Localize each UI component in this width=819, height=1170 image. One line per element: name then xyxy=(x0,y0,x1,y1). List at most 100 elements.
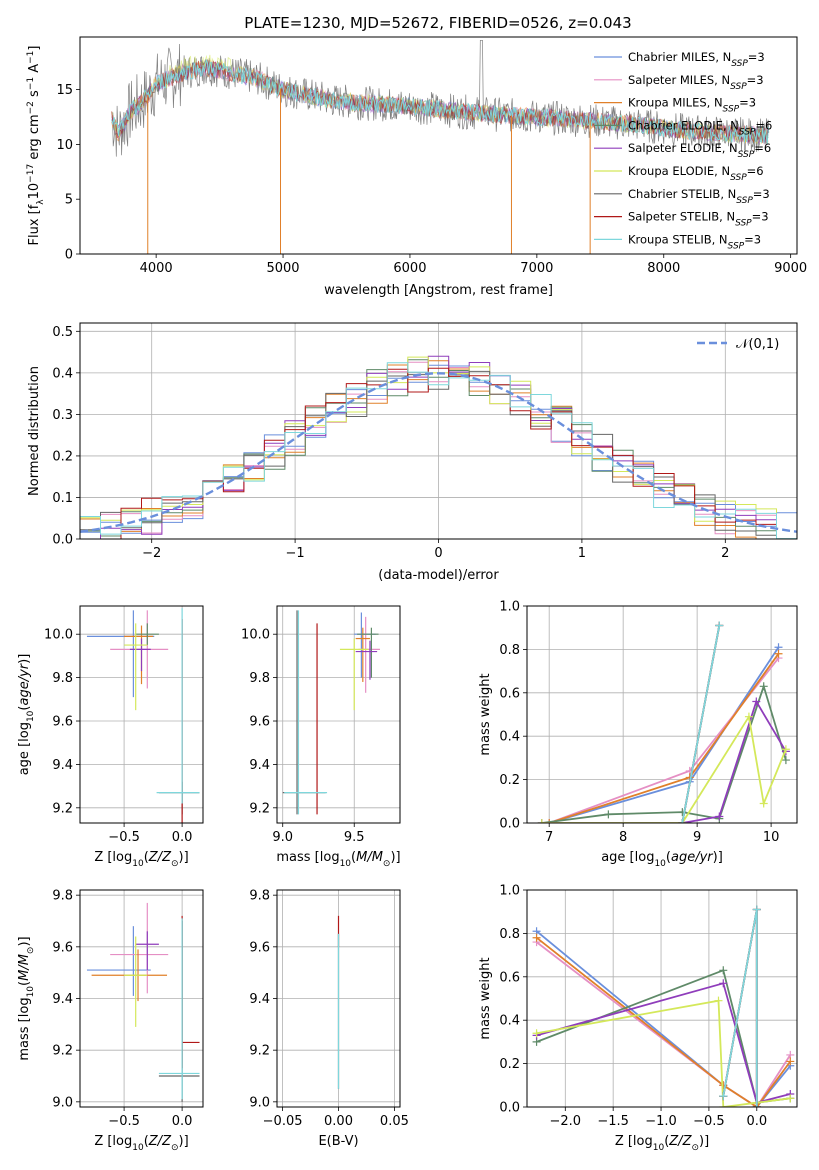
y-tick-label: 0.6 xyxy=(499,686,520,701)
x-axis-label-part: ( xyxy=(664,1134,669,1149)
weight-point xyxy=(781,745,790,754)
axes-frame xyxy=(526,605,798,824)
legend-label-part: SSP xyxy=(730,173,747,183)
weight-point xyxy=(715,621,724,630)
ebv-mass-plot xyxy=(277,890,400,1107)
y-tick-label: 0.4 xyxy=(499,730,520,745)
x-tick-label: 0 xyxy=(434,546,442,561)
x-axis-label-part: )] xyxy=(179,850,189,865)
x-axis-label-part: ⊙ xyxy=(171,859,179,869)
x-tick-label: −0.5 xyxy=(693,1114,725,1129)
x-axis-label-part: Z [log xyxy=(615,1134,653,1149)
legend-label: Chabrier ELODIE, NSSP=6 xyxy=(628,118,772,137)
x-tick-label: 9000 xyxy=(774,261,807,276)
x-axis-label-part: ⊙ xyxy=(691,1143,699,1153)
x-axis-label-part: )] xyxy=(390,850,400,865)
weight-point xyxy=(715,812,724,821)
y-tick-label: 0.1 xyxy=(52,491,73,506)
y-tick-label: 0.2 xyxy=(52,449,73,464)
axes-frame xyxy=(79,36,798,255)
y-tick-label: 9.6 xyxy=(249,940,270,955)
legend-label: Chabrier MILES, NSSP=3 xyxy=(628,50,765,69)
legend-label-part: SSP xyxy=(723,105,740,115)
legend-label-part: =3 xyxy=(752,210,769,224)
x-axis-label-part: ( xyxy=(144,1134,149,1149)
legend-label-part: SSP xyxy=(735,219,752,229)
x-axis-label-part: ( xyxy=(351,850,356,865)
weight-line xyxy=(536,999,791,1107)
weight-point xyxy=(719,1103,728,1107)
x-axis-label-part: M/M xyxy=(356,850,383,865)
mass-age-plot xyxy=(277,606,400,823)
y-tick-label: 0.6 xyxy=(499,970,520,985)
y-tick-label: 1.0 xyxy=(499,884,520,899)
y-axis-label-part: −1 xyxy=(26,51,36,64)
weight-point xyxy=(719,1092,728,1101)
x-axis-label-part: age/yr xyxy=(671,850,714,865)
y-tick-label: 9.8 xyxy=(52,889,73,904)
age-weight-axes: 7 8 9 10 0.0 0.2 0.4 0.6 0.8 1.0 mass weight age [l… xyxy=(478,600,798,869)
residuals-plot xyxy=(80,323,797,539)
weight-line xyxy=(681,625,721,823)
y-tick-label: 9.4 xyxy=(52,758,73,773)
x-tick-label: −2.0 xyxy=(550,1114,582,1129)
spectrum-axes: 4000 5000 6000 7000 8000 9000 0 5 10 15 wavelength… xyxy=(26,36,807,298)
y-axis-label-part: −17 xyxy=(26,164,36,183)
weight-line xyxy=(722,909,758,1107)
y-axis-label-part: )] xyxy=(17,654,32,664)
weight-line xyxy=(548,646,780,823)
y-tick-label: 9.8 xyxy=(249,671,270,686)
weight-point xyxy=(786,1094,795,1103)
legend-label-part: =3 xyxy=(747,73,764,87)
ebv-mass-axes: −0.05 0.00 0.05 9.0 9.2 9.4 9.6 9.8 E(B-V) xyxy=(249,889,409,1149)
x-tick-label: −0.05 xyxy=(263,1114,303,1129)
weight-point xyxy=(537,819,546,823)
weight-point xyxy=(744,712,753,721)
x-tick-label: −1 xyxy=(286,546,305,561)
y-axis-label-part: 10 xyxy=(26,710,36,722)
x-axis-label-part: Z/Z xyxy=(148,850,172,865)
y-axis-label-part: Flux [f xyxy=(27,204,42,245)
x-axis-label-part: mass [log xyxy=(276,850,339,865)
legend-label-part: =6 xyxy=(747,164,764,178)
y-tick-label: 0.8 xyxy=(499,927,520,942)
legend-label: Chabrier STELIB, NSSP=3 xyxy=(628,187,770,206)
z-weight-axes: −2.0 −1.5 −1.0 −0.5 0.0 0.0 0.2 0.4 0.6 0.8 1.0 mas… xyxy=(478,884,798,1153)
legend-label-part: Kroupa MILES, N xyxy=(628,96,723,110)
y-tick-label: 9.8 xyxy=(249,889,270,904)
y-axis-label-part: age [log xyxy=(17,722,32,775)
y-axis-label: mass [log10(M/M⊙)] xyxy=(17,936,36,1060)
legend-label-part: Chabrier STELIB, N xyxy=(628,187,736,201)
weight-line xyxy=(541,714,787,823)
y-tick-label: 1.0 xyxy=(499,600,520,615)
x-tick-label: 6000 xyxy=(393,261,426,276)
axes-frame xyxy=(79,889,204,1108)
x-axis-label-part: Z [log xyxy=(94,1134,132,1149)
weight-point xyxy=(752,905,761,914)
legend-label: Salpeter MILES, NSSP=3 xyxy=(628,73,764,92)
residuals-axes: −2 −1 0 1 2 0.0 0.1 0.2 0.3 0.4 0.5 𝒩(0,1) (data-mod… xyxy=(27,322,798,583)
legend-label-part: =3 xyxy=(739,96,756,110)
y-tick-label: 9.2 xyxy=(52,801,73,816)
z-age-plot xyxy=(80,606,203,823)
age-weight-plot xyxy=(527,606,797,823)
y-axis-label-part: −1 xyxy=(26,77,36,90)
axes-frame xyxy=(79,322,798,540)
legend-label-part: Salpeter MILES, N xyxy=(628,73,730,87)
x-axis-label-part: 10 xyxy=(340,859,352,869)
x-tick-label: 2 xyxy=(721,546,729,561)
weight-point xyxy=(752,697,761,706)
z-age-axes: −0.5 0.09.29.49.69.810.0Z [log10(Z/Z⊙)]ag… xyxy=(17,605,204,869)
axes-frame xyxy=(79,605,204,824)
y-axis-label-part: 10 xyxy=(26,986,36,998)
x-tick-label: 8000 xyxy=(647,261,680,276)
x-tick-label: 0.0 xyxy=(172,1114,193,1129)
x-axis-label: wavelength [Angstrom, rest frame] xyxy=(324,283,553,298)
legend-label-part: SSP xyxy=(738,150,755,160)
y-axis-label: mass weight xyxy=(478,673,493,755)
y-axis-label-part: age/yr xyxy=(17,662,32,705)
weight-line xyxy=(536,982,791,1104)
x-axis-label-part: age [log xyxy=(601,850,654,865)
legend-label-part: Kroupa STELIB, N xyxy=(628,232,728,246)
